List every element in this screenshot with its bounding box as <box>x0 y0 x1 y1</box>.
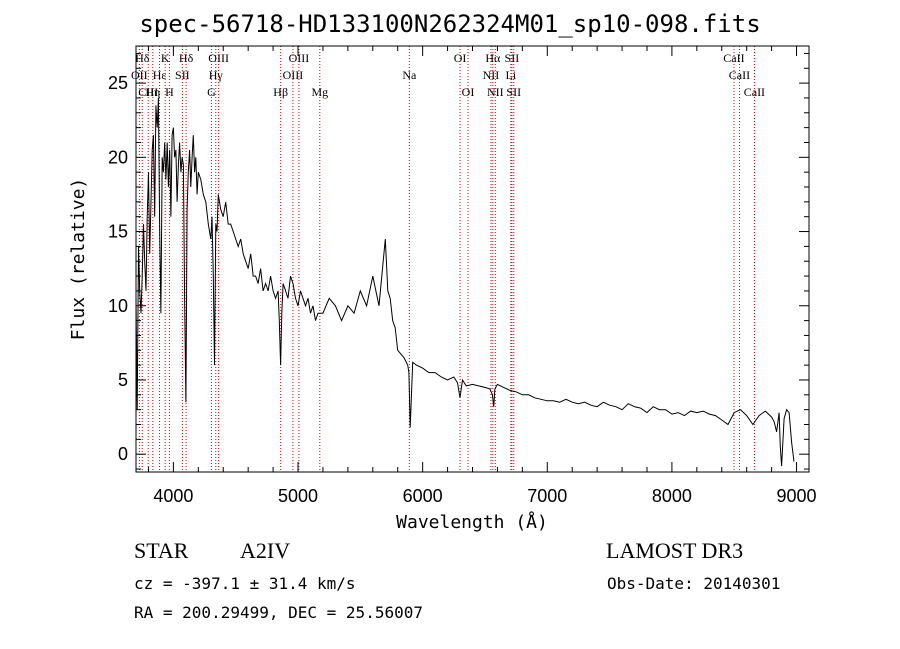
x-axis: 4000 5000 6000 7000 8000 9000 <box>147 46 817 506</box>
line-marker-label: SII <box>175 68 190 82</box>
line-marker-label: Hα <box>485 51 501 65</box>
line-marker-label: G <box>207 85 216 99</box>
line-marker-label: Hη <box>145 85 160 99</box>
line-marker-label: CaII <box>729 68 750 82</box>
x-tick-label: 9000 <box>777 486 817 506</box>
object-class: STAR <box>134 538 189 563</box>
line-marker-label: Mg <box>311 85 328 99</box>
line-marker-label: OI <box>462 85 475 99</box>
line-marker-label: OIII <box>283 68 304 82</box>
line-marker-label: NII <box>487 85 504 99</box>
line-marker-label: SII <box>505 51 520 65</box>
redshift-value: cz = -397.1 ± 31.4 km/s <box>134 574 356 593</box>
line-marker-label: Li <box>506 68 517 82</box>
line-marker-label: H <box>165 85 174 99</box>
plot-frame <box>135 45 810 473</box>
line-marker-label: Na <box>402 68 417 82</box>
y-tick-label: 15 <box>108 222 128 242</box>
spectral-subclass: A2IV <box>240 538 291 563</box>
x-tick-label: 4000 <box>153 486 193 506</box>
line-marker-label: OI <box>454 51 467 65</box>
line-marker-label: CIII <box>138 85 158 99</box>
line-marker-label: K <box>161 51 170 65</box>
line-marker-label: Hβ <box>273 85 288 99</box>
line-marker-label: CaII <box>744 85 765 99</box>
line-marker-label: CaII <box>723 51 744 65</box>
line-marker-label: Hδ <box>179 51 194 65</box>
y-tick-label: 5 <box>118 370 128 390</box>
y-axis: 0 5 10 15 20 25 <box>108 52 809 470</box>
chart-title: spec-56718-HD133100N262324M01_sp10-098.f… <box>139 10 761 38</box>
line-marker-label: Hδ <box>135 51 150 65</box>
line-marker-label: NII <box>483 68 500 82</box>
y-axis-label: Flux (relative) <box>68 178 89 341</box>
line-markers <box>138 46 755 472</box>
line-marker-label: OII <box>131 68 148 82</box>
survey-name: LAMOST DR3 <box>606 538 744 563</box>
observation-date: Obs-Date: 20140301 <box>607 574 781 593</box>
coordinates: RA = 200.29499, DEC = 25.56007 <box>134 603 423 622</box>
line-marker-label: SII <box>506 85 521 99</box>
line-marker-label: Hγ <box>209 68 224 82</box>
x-tick-label: 5000 <box>278 486 318 506</box>
x-axis-label: Wavelength (Å) <box>396 511 548 533</box>
x-tick-label: 7000 <box>527 486 567 506</box>
line-marker-labels: Hδ K Hδ OIII OIII OI Hα SII CaII OII Hε SII Hγ OIII Na… <box>131 51 765 99</box>
x-tick-label: 8000 <box>652 486 692 506</box>
x-tick-label: 6000 <box>403 486 443 506</box>
y-tick-label: 25 <box>108 73 128 93</box>
line-marker-label: OIII <box>289 51 310 65</box>
y-tick-label: 0 <box>118 444 128 464</box>
line-marker-label: OIII <box>208 51 229 65</box>
y-tick-label: 10 <box>108 296 128 316</box>
spectrum-line <box>135 97 795 467</box>
y-tick-label: 20 <box>108 147 128 167</box>
line-marker-label: Hε <box>153 68 167 82</box>
